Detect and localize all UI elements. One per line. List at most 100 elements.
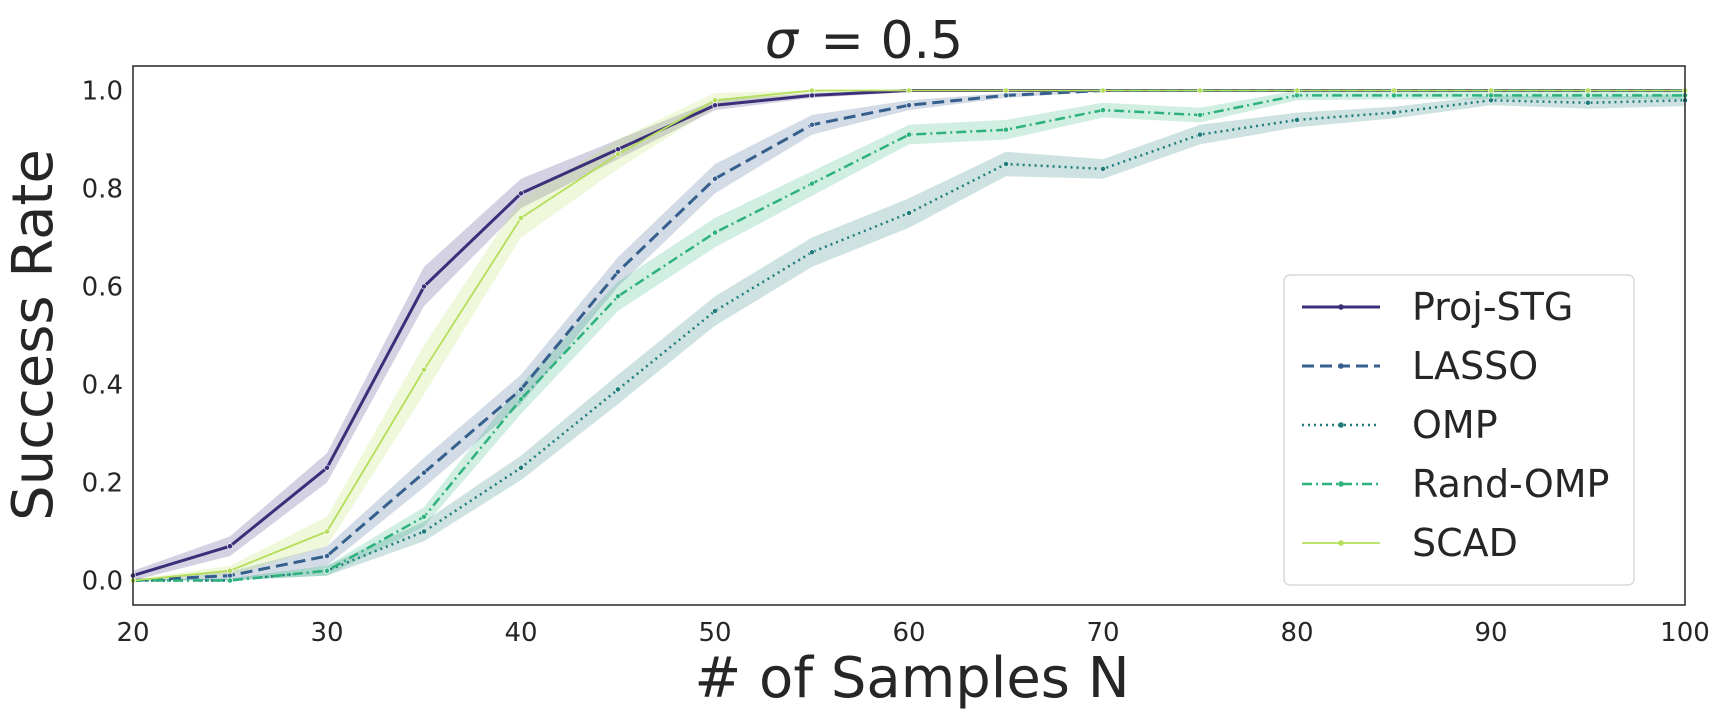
series-line-rand-omp <box>133 94 1685 582</box>
x-tick-label: 90 <box>1474 618 1507 648</box>
data-point-rand-omp <box>1488 92 1494 99</box>
data-point-rand-omp <box>712 229 718 236</box>
data-point-rand-omp <box>1585 92 1591 99</box>
x-tick-label: 50 <box>698 618 731 648</box>
data-point-proj-stg <box>227 543 233 550</box>
data-point-omp <box>1197 131 1203 138</box>
data-point-omp <box>518 464 524 471</box>
data-point-omp <box>809 249 815 256</box>
y-tick-label: 0.0 <box>82 567 123 597</box>
x-tick-label: 70 <box>1086 618 1119 648</box>
data-point-lasso <box>712 175 718 182</box>
band-scad <box>133 90 1685 581</box>
data-point-rand-omp <box>1003 126 1009 133</box>
y-tick-label: 0.4 <box>82 371 123 401</box>
data-point-scad <box>421 366 427 373</box>
data-point-rand-omp <box>227 577 233 584</box>
data-point-scad <box>809 87 815 94</box>
series-lines <box>130 87 1688 584</box>
data-point-scad <box>1003 87 1009 94</box>
legend-label: LASSO <box>1412 344 1538 388</box>
data-point-omp <box>1391 109 1397 116</box>
data-point-rand-omp <box>1391 92 1397 99</box>
legend-label: SCAD <box>1412 521 1518 565</box>
legend-item: Rand-OMP <box>1302 462 1609 506</box>
chart-title: σ = 0.5 <box>765 11 963 71</box>
data-point-proj-stg <box>324 464 330 471</box>
data-point-scad <box>227 567 233 574</box>
data-point-omp <box>1003 161 1009 167</box>
data-point-rand-omp <box>324 567 330 574</box>
data-point-rand-omp <box>421 513 427 520</box>
x-tick-label: 100 <box>1660 618 1710 648</box>
data-point-scad <box>1294 87 1300 94</box>
data-point-lasso <box>1003 92 1009 99</box>
data-point-proj-stg <box>518 190 524 197</box>
data-point-lasso <box>227 572 233 579</box>
x-tick-label: 20 <box>116 618 149 648</box>
data-point-lasso <box>518 386 524 393</box>
data-point-omp <box>1585 99 1591 106</box>
data-point-omp <box>1488 97 1494 104</box>
legend-marker <box>1338 304 1344 310</box>
legend-marker <box>1338 422 1344 428</box>
data-point-lasso <box>809 121 815 128</box>
y-tick-label: 0.6 <box>82 273 123 303</box>
legend-label: Proj-STG <box>1412 285 1573 329</box>
y-axis-label: Success Rate <box>1 149 66 521</box>
y-tick-label: 0.2 <box>82 469 123 499</box>
data-point-scad <box>324 528 330 535</box>
x-tick-label: 60 <box>892 618 925 648</box>
x-tick-label: 40 <box>504 618 537 648</box>
title-equation: = 0.5 <box>820 11 963 71</box>
title-sigma: σ <box>765 11 800 71</box>
data-point-omp <box>1100 165 1106 172</box>
legend-label: OMP <box>1412 403 1498 447</box>
data-point-scad <box>1585 87 1591 94</box>
legend-marker <box>1338 481 1344 487</box>
axis-ticks: 20 30 40 50 60 70 80 90 100 0.0 0.2 0.4 0.6 0.8 1.0 <box>82 77 1710 649</box>
data-point-scad <box>1488 87 1494 94</box>
legend-box <box>1283 274 1635 586</box>
data-point-lasso <box>324 553 330 559</box>
data-point-rand-omp <box>615 293 621 300</box>
data-point-rand-omp <box>809 180 815 187</box>
y-tick-label: 0.8 <box>82 175 123 205</box>
legend-label: Rand-OMP <box>1412 462 1609 506</box>
data-point-lasso <box>421 469 427 476</box>
data-point-proj-stg <box>615 146 621 153</box>
legend-item: OMP <box>1302 403 1498 447</box>
band-omp <box>133 94 1685 581</box>
data-point-lasso <box>906 102 912 109</box>
data-point-omp <box>906 210 912 216</box>
data-point-proj-stg <box>421 283 427 290</box>
data-point-scad <box>1197 87 1203 94</box>
y-tick-label: 1.0 <box>82 77 123 107</box>
data-point-rand-omp <box>1100 107 1106 113</box>
data-point-scad <box>906 87 912 94</box>
data-point-scad <box>712 97 718 104</box>
legend-item: Proj-STG <box>1302 285 1573 329</box>
legend-item: LASSO <box>1302 344 1538 388</box>
legend-item: SCAD <box>1302 521 1518 565</box>
data-point-rand-omp <box>1197 112 1203 118</box>
data-point-scad <box>518 214 524 221</box>
data-point-omp <box>421 528 427 535</box>
data-point-proj-stg <box>809 92 815 99</box>
data-point-rand-omp <box>518 396 524 403</box>
data-point-scad <box>1391 87 1397 94</box>
x-tick-label: 30 <box>310 618 343 648</box>
data-point-lasso <box>615 268 621 275</box>
data-point-rand-omp <box>1294 92 1300 99</box>
legend-marker <box>1338 540 1344 546</box>
data-point-proj-stg <box>712 102 718 109</box>
data-point-rand-omp <box>906 131 912 138</box>
x-axis-label: # of Samples N <box>694 646 1129 711</box>
data-point-omp <box>1294 117 1300 123</box>
data-point-omp <box>615 386 621 393</box>
legend-marker <box>1338 363 1344 369</box>
data-point-scad <box>615 151 621 158</box>
data-point-omp <box>712 308 718 314</box>
legend: Proj-STG LASSO OMP Rand-OMP SCAD <box>1283 274 1635 586</box>
